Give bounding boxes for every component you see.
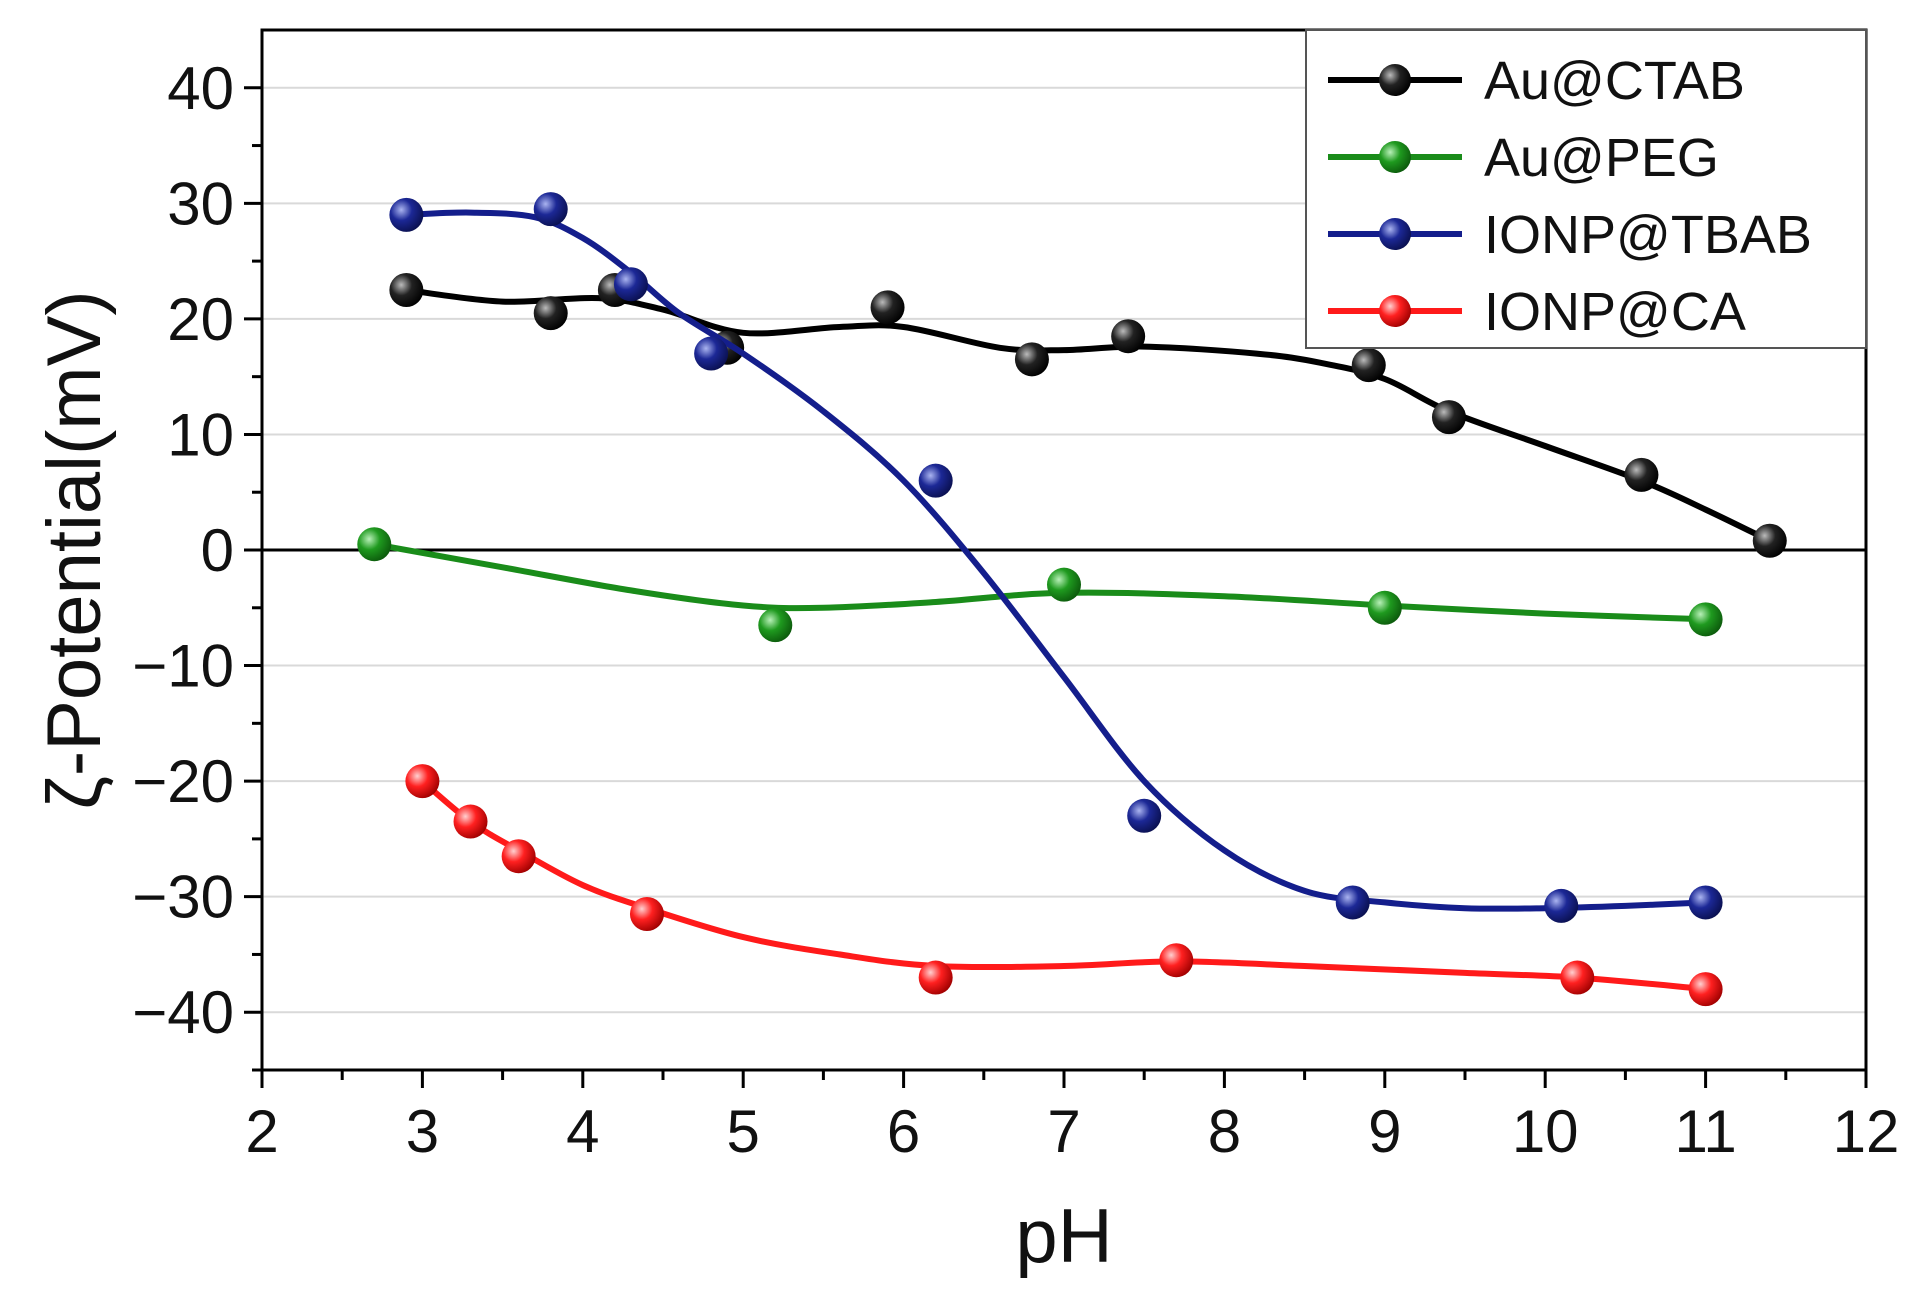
data-point-ionp-ca: [1688, 972, 1723, 1007]
data-point-au-ctab: [1752, 523, 1787, 558]
y-tick-label: 10: [167, 401, 234, 468]
series-ionp-tbab: [389, 192, 1723, 923]
legend-item-ionp-tbab: IONP@TBAB: [1328, 205, 1812, 265]
data-point-au-ctab: [1431, 400, 1466, 435]
y-tick-label: −30: [132, 864, 234, 931]
series-layer: [357, 192, 1787, 1007]
data-point-ionp-ca: [1159, 943, 1194, 978]
x-tick-label: 4: [566, 1098, 599, 1165]
x-tick-label: 7: [1047, 1098, 1080, 1165]
legend-label-ionp-tbab: IONP@TBAB: [1484, 205, 1812, 265]
series-line-au-ctab: [403, 287, 1773, 544]
label-layer: 2 3 4 5 6 7 8 9 10 11 12 −40 −30 −20 −10 0 10 20 30 40 pH ζ-P…: [32, 55, 1899, 1279]
data-point-au-ctab: [533, 296, 568, 331]
series-line-au-peg: [371, 541, 1709, 623]
y-tick-label: 0: [201, 517, 234, 584]
x-axis-title: pH: [1015, 1194, 1112, 1279]
data-point-au-peg: [1367, 590, 1402, 625]
series-au-ctab: [389, 273, 1787, 558]
y-tick-label: 30: [167, 170, 234, 237]
legend-label-au-peg: Au@PEG: [1484, 128, 1719, 188]
data-point-ionp-tbab: [1335, 885, 1370, 920]
series-line-ionp-ca: [419, 778, 1709, 993]
data-point-ionp-ca: [918, 960, 953, 995]
data-point-ionp-ca: [501, 839, 536, 874]
data-point-au-ctab: [1351, 348, 1386, 383]
y-tick-label: 20: [167, 286, 234, 353]
data-point-ionp-ca: [1560, 960, 1595, 995]
legend-marker-au-ctab: [1379, 64, 1411, 96]
data-point-ionp-tbab: [1688, 885, 1723, 920]
y-tick-label: −10: [132, 633, 234, 700]
x-tick-label: 12: [1833, 1098, 1900, 1165]
data-point-ionp-ca: [629, 897, 664, 931]
x-tick-label: 8: [1208, 1098, 1241, 1165]
data-point-au-peg: [357, 527, 392, 562]
legend-marker-ionp-tbab: [1379, 218, 1411, 250]
x-tick-label: 11: [1674, 1098, 1736, 1165]
legend-marker-ionp-ca: [1379, 295, 1411, 327]
data-point-au-peg: [1688, 602, 1723, 637]
legend-label-ionp-ca: IONP@CA: [1484, 282, 1746, 342]
x-tick-label: 5: [727, 1098, 760, 1165]
x-tick-label: 9: [1368, 1098, 1401, 1165]
series-line-ionp-tbab: [403, 209, 1709, 912]
data-point-ionp-tbab: [613, 267, 648, 302]
tick-layer: [244, 86, 1868, 1088]
data-point-au-ctab: [1624, 457, 1659, 492]
legend-item-au-peg: Au@PEG: [1328, 128, 1719, 188]
legend-label-au-ctab: Au@CTAB: [1484, 51, 1745, 111]
data-point-au-peg: [758, 608, 793, 643]
y-tick-label: −20: [132, 748, 234, 815]
data-point-au-ctab: [1111, 319, 1146, 354]
data-point-ionp-tbab: [694, 336, 729, 371]
y-tick-label: 40: [167, 55, 234, 122]
data-point-au-peg: [1047, 567, 1081, 602]
data-point-au-ctab: [870, 290, 905, 325]
legend-item-au-ctab: Au@CTAB: [1328, 51, 1745, 111]
x-tick-label: 10: [1512, 1098, 1579, 1165]
data-point-ionp-ca: [405, 764, 440, 799]
data-point-au-ctab: [389, 273, 424, 307]
y-tick-label: −40: [132, 979, 234, 1046]
x-tick-label: 2: [245, 1098, 278, 1165]
series-ionp-ca: [405, 764, 1723, 1007]
legend-item-ionp-ca: IONP@CA: [1328, 282, 1746, 342]
data-point-ionp-tbab: [918, 463, 953, 498]
data-point-ionp-tbab: [533, 192, 568, 227]
data-point-ionp-tbab: [1544, 888, 1579, 923]
data-point-ionp-tbab: [1127, 798, 1162, 833]
legend: Au@CTAB Au@PEG IONP@TBAB IONP@CA: [1305, 29, 1867, 349]
data-point-au-ctab: [1014, 342, 1049, 377]
x-tick-label: 3: [406, 1098, 439, 1165]
x-tick-label: 6: [887, 1098, 920, 1165]
y-axis-title: ζ-Potential(mV): [32, 290, 117, 809]
series-au-peg: [357, 527, 1723, 643]
data-point-ionp-ca: [453, 804, 488, 839]
data-point-ionp-tbab: [389, 197, 424, 232]
legend-marker-au-peg: [1379, 141, 1411, 173]
grid-layer: [262, 86, 1866, 1014]
